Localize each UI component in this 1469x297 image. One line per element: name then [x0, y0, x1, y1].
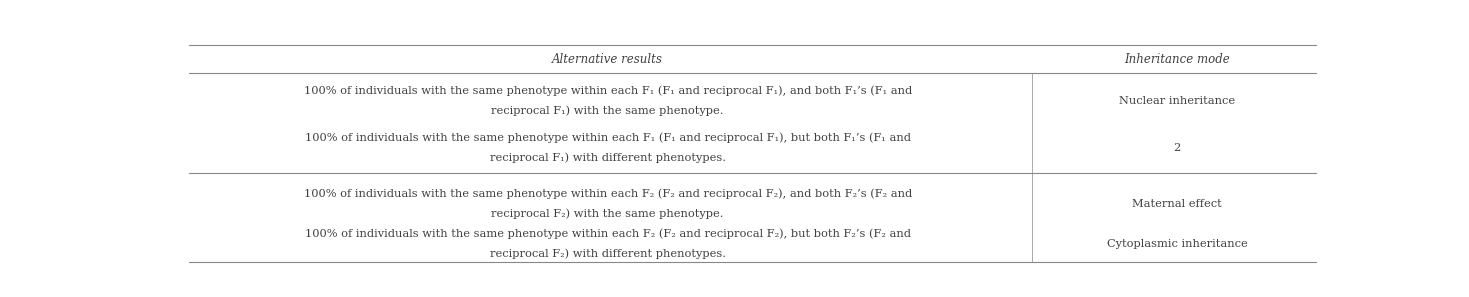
Text: Inheritance mode: Inheritance mode [1124, 53, 1230, 66]
Text: reciprocal F₂) with the same phenotype.: reciprocal F₂) with the same phenotype. [492, 209, 724, 219]
Text: Cytoplasmic inheritance: Cytoplasmic inheritance [1106, 239, 1247, 249]
Text: reciprocal F₁) with different phenotypes.: reciprocal F₁) with different phenotypes… [489, 153, 726, 163]
Text: reciprocal F₁) with the same phenotype.: reciprocal F₁) with the same phenotype. [492, 106, 724, 116]
Text: reciprocal F₂) with different phenotypes.: reciprocal F₂) with different phenotypes… [489, 249, 726, 259]
Text: 100% of individuals with the same phenotype within each F₁ (F₁ and reciprocal F₁: 100% of individuals with the same phenot… [304, 132, 911, 143]
Text: 100% of individuals with the same phenotype within each F₁ (F₁ and reciprocal F₁: 100% of individuals with the same phenot… [304, 85, 912, 96]
Text: 100% of individuals with the same phenotype within each F₂ (F₂ and reciprocal F₂: 100% of individuals with the same phenot… [304, 228, 911, 239]
Text: Maternal effect: Maternal effect [1133, 199, 1222, 209]
Text: Nuclear inheritance: Nuclear inheritance [1119, 96, 1235, 106]
Text: Alternative results: Alternative results [552, 53, 663, 66]
Text: 100% of individuals with the same phenotype within each F₂ (F₂ and reciprocal F₂: 100% of individuals with the same phenot… [304, 188, 912, 199]
Text: 2: 2 [1174, 143, 1181, 153]
